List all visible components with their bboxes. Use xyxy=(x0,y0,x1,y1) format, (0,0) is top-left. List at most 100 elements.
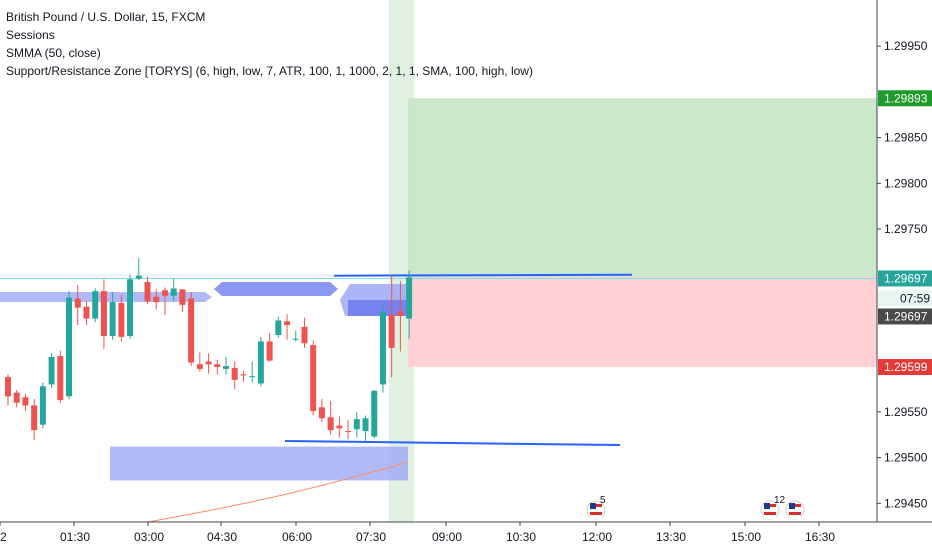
flag-canton xyxy=(789,503,795,509)
candle-body xyxy=(231,367,238,380)
event-badge-usd-1: 5 xyxy=(586,495,606,520)
candle-body xyxy=(83,306,90,319)
candle-body xyxy=(353,419,360,430)
flag-stripe xyxy=(764,512,776,515)
candle-body xyxy=(266,341,273,361)
x-tick-label: 16:30 xyxy=(805,530,835,544)
candle-body xyxy=(161,290,168,296)
candle-body xyxy=(118,303,125,337)
candle-body xyxy=(379,312,386,385)
candle-body xyxy=(74,298,81,308)
stop-zone xyxy=(408,277,877,368)
candle-body xyxy=(345,431,352,433)
flag-stripe xyxy=(789,516,801,519)
legend-title[interactable]: British Pound / U.S. Dollar, 15, FXCM xyxy=(6,10,206,24)
legend-sessions[interactable]: Sessions xyxy=(6,28,55,42)
flag-stripe xyxy=(764,516,776,519)
smma-line xyxy=(147,461,409,523)
candle-body xyxy=(362,418,369,432)
sr-zone-band-right-core xyxy=(348,300,408,316)
chart-legend: British Pound / U.S. Dollar, 15, FXCM Se… xyxy=(6,8,533,80)
stop-price-label-bg xyxy=(878,359,932,376)
candle-body xyxy=(179,289,186,305)
flag-stripe xyxy=(789,508,801,511)
entry-price-label: 1.29697 xyxy=(884,309,928,323)
candle-body xyxy=(196,364,203,369)
candle-body xyxy=(406,277,413,319)
candle-body xyxy=(170,288,177,296)
y-tick-label: 1.29550 xyxy=(884,405,928,419)
target-price-label: 1.29893 xyxy=(884,91,928,105)
candle-body xyxy=(214,364,221,368)
target-zone xyxy=(408,98,877,278)
candle-body xyxy=(257,341,264,384)
x-tick-label: 03:00 xyxy=(134,530,164,544)
candle-body xyxy=(292,338,299,340)
x-tick-label: 07:30 xyxy=(356,530,386,544)
target-price-label-bg xyxy=(878,90,932,107)
candle-body xyxy=(22,397,29,406)
trend-line-upper xyxy=(333,273,633,277)
x-tick-label: 09:00 xyxy=(432,530,462,544)
candle-body xyxy=(135,275,142,279)
y-tick-label: 1.29800 xyxy=(884,176,928,190)
event-badge-usd-2-count: 12 xyxy=(774,495,786,506)
countdown-bg xyxy=(878,290,932,307)
x-tick-label: 06:00 xyxy=(282,530,312,544)
event-badge-usd-3 xyxy=(785,500,805,520)
candle-body xyxy=(144,282,151,302)
candle-body xyxy=(48,357,55,385)
candle-body xyxy=(301,326,308,344)
y-tick-label: 1.29500 xyxy=(884,451,928,465)
flag-stripe xyxy=(764,508,776,511)
legend-smma[interactable]: SMMA (50, close) xyxy=(6,46,101,60)
flag-stripe xyxy=(590,508,602,511)
candle-body xyxy=(188,298,195,363)
candle-body xyxy=(310,345,317,411)
flag-stripe xyxy=(590,516,602,519)
y-tick-label: 1.29450 xyxy=(884,496,928,510)
x-tick-label: 2 xyxy=(0,530,7,544)
sr-zone-band-mid xyxy=(214,282,338,296)
candle-body xyxy=(223,366,229,369)
candle-body xyxy=(5,377,11,397)
trend-line-lower xyxy=(284,440,621,447)
candle-body xyxy=(240,374,247,376)
candle-body xyxy=(39,386,46,425)
flag-stripe xyxy=(789,512,801,515)
candle-body xyxy=(284,321,291,325)
candle-body xyxy=(100,291,107,336)
candle-body xyxy=(127,279,134,336)
candle-body xyxy=(205,361,212,365)
current-price-label: 1.29697 xyxy=(884,271,928,285)
sr-zone-lower xyxy=(110,446,408,481)
candle-body xyxy=(153,296,160,303)
candle-body xyxy=(327,417,334,431)
x-tick-label: 04:30 xyxy=(207,530,237,544)
entry-price-label-bg xyxy=(878,308,932,325)
event-badge-usd-2: 12 xyxy=(760,495,786,520)
y-tick-label: 1.29750 xyxy=(884,222,928,236)
countdown-label: 07:59 xyxy=(900,291,930,305)
candle-body xyxy=(92,291,99,319)
candle-body xyxy=(249,376,256,378)
candle-body xyxy=(318,407,325,419)
candle-body xyxy=(371,390,378,437)
flag-canton xyxy=(764,503,770,509)
candle-body xyxy=(397,311,404,316)
x-tick-label: 13:30 xyxy=(656,530,686,544)
current-price-label-bg xyxy=(878,270,932,287)
x-tick-label: 01:30 xyxy=(60,530,90,544)
stop-price-label: 1.29599 xyxy=(884,360,928,374)
candle-body xyxy=(31,405,38,431)
event-badge-usd-1-count: 5 xyxy=(600,495,606,506)
legend-sr-zone[interactable]: Support/Resistance Zone [TORYS] (6, high… xyxy=(6,64,533,78)
flag-stripe xyxy=(590,512,602,515)
flag-canton xyxy=(590,503,596,509)
y-tick-label: 1.29950 xyxy=(884,39,928,53)
candle-body xyxy=(109,302,116,336)
candle-body xyxy=(66,297,73,397)
x-tick-label: 12:00 xyxy=(582,530,612,544)
